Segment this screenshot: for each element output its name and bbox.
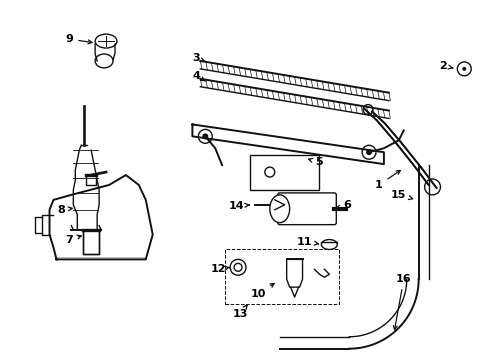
Text: 9: 9 [65, 34, 92, 44]
Ellipse shape [269, 195, 289, 223]
Circle shape [202, 133, 208, 139]
Text: 12: 12 [210, 264, 228, 274]
Text: 8: 8 [58, 205, 72, 215]
Text: 3: 3 [192, 53, 205, 63]
Text: 11: 11 [296, 237, 318, 247]
Bar [249, 155, 319, 190]
Polygon shape [364, 109, 384, 123]
Ellipse shape [95, 34, 117, 48]
Polygon shape [192, 125, 383, 164]
Text: 7: 7 [65, 234, 81, 244]
Text: 4: 4 [192, 71, 205, 81]
Polygon shape [413, 165, 436, 188]
Polygon shape [49, 175, 152, 260]
Text: 15: 15 [390, 190, 412, 200]
Polygon shape [274, 200, 284, 210]
Text: 5: 5 [308, 157, 323, 167]
Polygon shape [376, 121, 401, 143]
Text: 16: 16 [392, 274, 411, 330]
Polygon shape [83, 230, 99, 255]
Text: 6: 6 [336, 200, 350, 210]
Text: 1: 1 [374, 170, 400, 190]
Bar [224, 249, 339, 304]
FancyBboxPatch shape [277, 193, 336, 225]
Circle shape [461, 67, 466, 71]
Text: 10: 10 [250, 283, 274, 299]
Text: 14: 14 [228, 201, 249, 211]
Polygon shape [393, 140, 421, 168]
Circle shape [366, 149, 371, 155]
Text: 13: 13 [232, 305, 247, 319]
Text: 2: 2 [439, 61, 452, 71]
Polygon shape [286, 260, 302, 287]
